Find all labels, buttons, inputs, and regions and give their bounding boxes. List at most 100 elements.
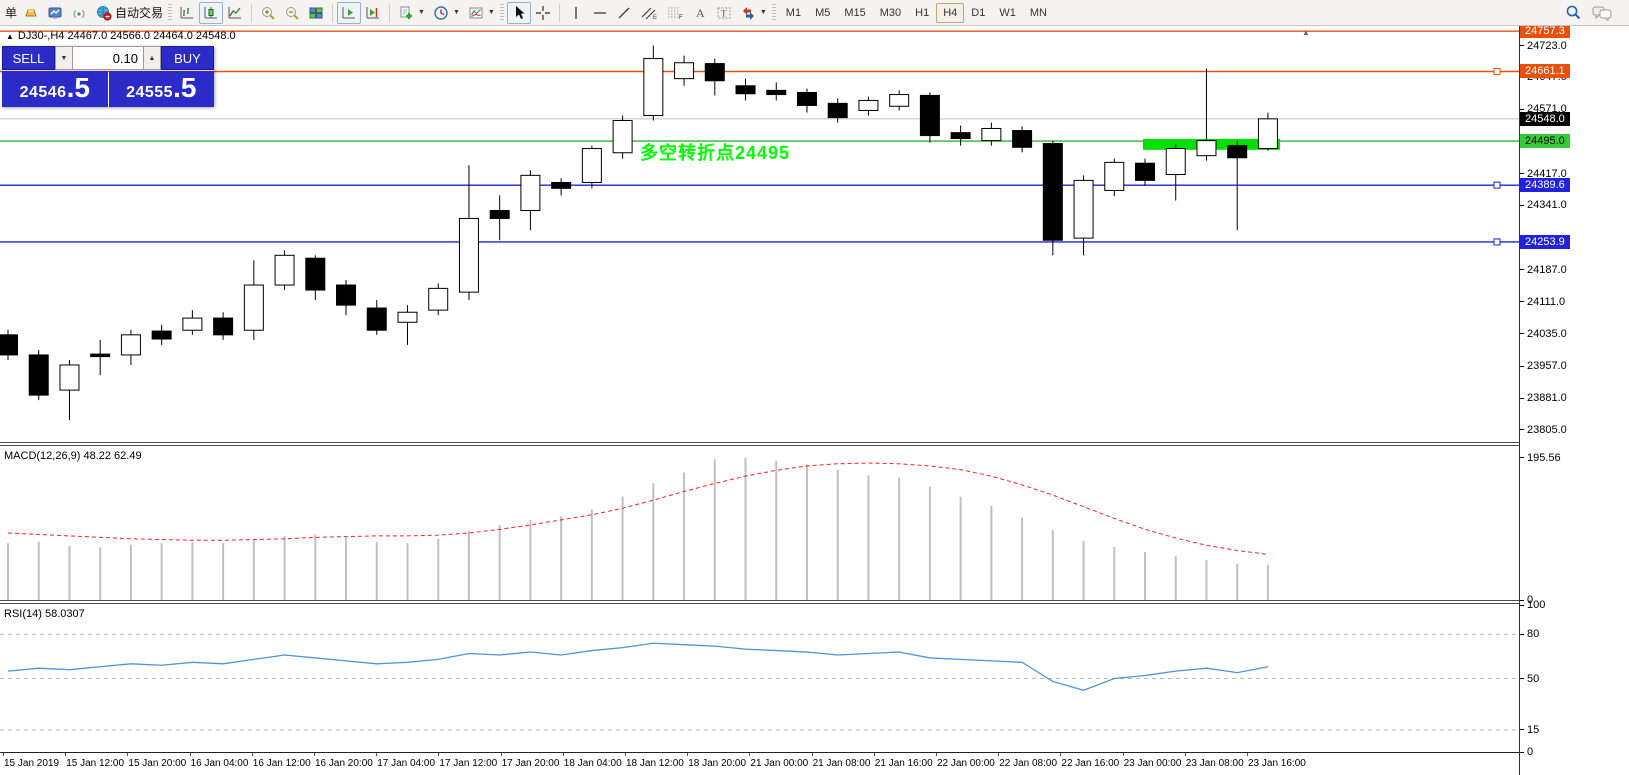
templates-button[interactable]: ▼ <box>464 2 499 24</box>
price-tick: 23805.0 <box>1520 424 1567 436</box>
time-tick <box>251 753 253 756</box>
price-tag: 24757.3 <box>1520 24 1570 39</box>
arrows-button[interactable]: ▼ <box>736 2 771 24</box>
main-chart-canvas[interactable] <box>0 28 1519 442</box>
rsi-canvas[interactable] <box>0 605 1519 752</box>
time-label: 23 Jan 16:00 <box>1248 758 1306 769</box>
timeframe-h1-button[interactable]: H1 <box>915 6 930 19</box>
buy-price-frac: .5 <box>173 72 197 103</box>
crosshair-icon <box>535 5 550 20</box>
price-tag: 24548.0 <box>1520 111 1570 126</box>
zoom-out-icon <box>286 6 299 20</box>
toolbar-grip[interactable] <box>168 3 173 22</box>
price-tick: 0 <box>1520 746 1533 758</box>
sell-price-box[interactable]: 24546 .5 <box>2 71 108 107</box>
text-button[interactable]: A <box>688 2 712 24</box>
chart-window: ▲ DJ30-,H4 24467.0 24566.0 24464.0 24548… <box>0 24 1629 775</box>
buy-button[interactable]: BUY <box>161 46 214 70</box>
time-label: 15 Jan 12:00 <box>66 758 125 769</box>
rsi-indicator-label: RSI(14) 58.0307 <box>4 608 85 620</box>
order-menu-label[interactable]: 单 <box>5 6 18 20</box>
volume-up-button[interactable]: ▲ <box>143 46 161 70</box>
new-order-icon <box>400 6 413 19</box>
timeframe-h4-button[interactable]: H4 <box>936 2 965 23</box>
timeframe-mn-button[interactable]: MN <box>1029 6 1047 19</box>
time-tick <box>3 753 4 756</box>
time-tick <box>1247 753 1248 756</box>
price-tag: 24389.6 <box>1520 178 1570 193</box>
time-label: 17 Jan 12:00 <box>439 758 498 769</box>
pane-splitter[interactable] <box>0 600 1629 604</box>
timeframe-m1-button[interactable]: M1 <box>785 6 802 19</box>
time-label: 23 Jan 00:00 <box>1123 758 1182 769</box>
timeframe-m5-button[interactable]: M5 <box>815 6 831 19</box>
toolbar-separator <box>251 3 253 22</box>
new-order-gold-button[interactable] <box>19 2 43 24</box>
price-tick: 24111.0 <box>1520 296 1565 308</box>
auto-scroll-button[interactable] <box>337 1 362 24</box>
time-label: 15 Jan 2019 <box>4 758 60 769</box>
time-tick <box>625 753 626 756</box>
text-label-icon: T <box>717 7 731 18</box>
fibonacci-button[interactable]: F <box>662 2 688 24</box>
text-icon: A <box>696 6 705 20</box>
time-tick <box>687 753 689 756</box>
signals-button[interactable] <box>67 2 91 24</box>
time-tick <box>1122 753 1124 756</box>
chart-shift-button[interactable] <box>361 2 385 24</box>
price-axis[interactable]: 24723.024647.024571.024417.024341.024187… <box>1519 24 1629 775</box>
trendline-button[interactable] <box>612 2 636 24</box>
indicators-clock-icon <box>434 5 448 20</box>
time-tick <box>562 753 564 756</box>
timeframe-m15-button[interactable]: M15 <box>844 6 866 19</box>
market-watch-button[interactable] <box>43 2 67 24</box>
chart-title: ▲ DJ30-,H4 24467.0 24566.0 24464.0 24548… <box>6 30 236 42</box>
crosshair-button[interactable] <box>531 2 555 24</box>
sell-button[interactable]: SELL <box>2 46 55 70</box>
volume-down-button[interactable]: ▼ <box>55 46 73 70</box>
cursor-button[interactable] <box>506 1 531 24</box>
buy-price-box[interactable]: 24555 .5 <box>108 71 214 107</box>
toolbar-grip[interactable] <box>771 3 776 22</box>
bar-chart-button[interactable] <box>175 2 199 24</box>
zoom-in-button[interactable] <box>256 2 280 24</box>
time-tick <box>749 753 751 756</box>
equidistant-channel-button[interactable]: E <box>636 2 662 24</box>
timeframe-m30-button[interactable]: M30 <box>879 6 902 19</box>
pane-splitter[interactable] <box>0 442 1629 446</box>
zoom-in-icon <box>262 6 275 20</box>
fibonacci-icon: F <box>667 7 683 21</box>
autotrading-button[interactable]: 自动交易 <box>91 2 167 24</box>
horizontal-line-button[interactable] <box>588 2 612 24</box>
time-label: 22 Jan 00:00 <box>937 758 995 769</box>
time-label: 16 Jan 04:00 <box>190 758 249 769</box>
price-tick: 24417.0 <box>1520 168 1567 180</box>
pivot-annotation-text[interactable]: 多空转折点24495 <box>640 142 791 163</box>
price-tick: 0 <box>1520 594 1533 606</box>
sell-price-frac: .5 <box>66 72 90 103</box>
bar-chart-icon <box>180 6 194 18</box>
time-tick <box>1184 753 1186 756</box>
timeframe-d1-button[interactable]: D1 <box>971 6 986 19</box>
volume-input[interactable] <box>73 46 143 70</box>
line-chart-button[interactable] <box>223 2 247 24</box>
price-tick: 24187.0 <box>1520 264 1567 276</box>
chat-icon[interactable] <box>1592 5 1612 21</box>
toolbar-grip[interactable] <box>499 3 504 22</box>
tile-windows-button[interactable] <box>304 2 328 24</box>
price-tag: 24253.9 <box>1520 234 1570 249</box>
text-label-button[interactable]: T <box>712 2 736 24</box>
time-tick <box>127 753 129 756</box>
new-order-button[interactable]: ▼ <box>394 2 429 24</box>
search-icon[interactable] <box>1565 4 1582 21</box>
chart-shift-marker-icon[interactable]: ▲ <box>1302 28 1310 37</box>
candlestick-chart-button[interactable] <box>199 1 224 24</box>
zoom-out-button[interactable] <box>280 2 304 24</box>
macd-canvas[interactable] <box>0 447 1519 600</box>
toolbar-right <box>1565 4 1626 21</box>
indicators-button[interactable]: ▼ <box>429 2 464 24</box>
vertical-line-button[interactable] <box>564 2 588 24</box>
timeframe-w1-button[interactable]: W1 <box>999 6 1016 19</box>
time-axis[interactable]: 15 Jan 2019 15 Jan 12:00 15 Jan 20:00 16 Ja… <box>0 753 1519 775</box>
candlestick-chart-icon <box>204 6 218 18</box>
